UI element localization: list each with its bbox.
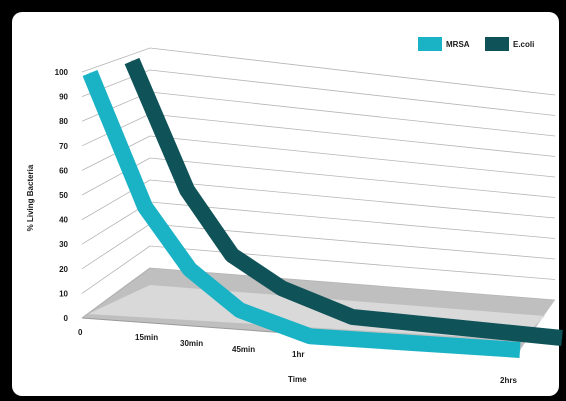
legend-swatch-mrsa (418, 37, 442, 51)
gridline-back (149, 267, 556, 301)
data-point-ecoli (351, 316, 353, 318)
gridline-back (149, 245, 556, 280)
y-tick-label: 20 (59, 265, 68, 274)
x-axis-title: Time (288, 375, 307, 384)
data-point-ecoli (281, 287, 283, 289)
gridline-side (81, 157, 151, 196)
gridline-back (149, 47, 556, 96)
series-line-mrsa (82, 69, 521, 358)
gridline-side (81, 267, 151, 319)
y-tick-label: 10 (59, 289, 68, 298)
y-tick-label: 80 (59, 117, 68, 126)
series-line-ecoli (124, 57, 563, 346)
y-tick-label: 60 (59, 166, 68, 175)
data-point-mrsa (144, 206, 146, 208)
y-tick-label: 90 (59, 93, 68, 102)
y-tick-layer: 0 10 20 30 40 50 60 70 80 90 100 (55, 68, 69, 323)
gridline-back (149, 201, 556, 239)
gridline-back (149, 113, 556, 157)
data-point-mrsa (89, 72, 91, 74)
gridline-back (149, 179, 556, 219)
data-point-mrsa (239, 309, 241, 311)
gridline-back (149, 69, 556, 116)
legend: MRSA E.coli (418, 37, 534, 51)
x-tick-label: 45min (232, 345, 255, 354)
data-point-ecoli (131, 60, 133, 62)
data-point-mrsa (309, 335, 311, 337)
data-point-ecoli (231, 254, 233, 256)
series-layer (82, 57, 563, 358)
gridline-back (149, 157, 556, 198)
y-tick-label: 40 (59, 216, 68, 225)
gridline-back (149, 135, 556, 178)
data-point-mrsa (189, 269, 191, 271)
gridline-side (81, 47, 151, 73)
x-tick-label: 1hr (292, 350, 304, 359)
y-tick-label: 100 (55, 68, 69, 77)
legend-swatch-ecoli (485, 37, 509, 51)
legend-label-ecoli: E.coli (513, 40, 534, 49)
y-tick-label: 70 (59, 142, 68, 151)
gridline-side (81, 223, 151, 270)
y-axis-title: % Living Bacteria (26, 164, 35, 231)
legend-label-mrsa: MRSA (446, 40, 470, 49)
data-point-mrsa (519, 349, 521, 351)
x-tick-label: 15min (135, 333, 158, 342)
x-tick-layer: 0 15min 30min 45min 1hr 2hrs (78, 328, 517, 385)
data-point-ecoli (186, 189, 188, 191)
x-tick-label: 2hrs (500, 376, 517, 385)
y-tick-label: 0 (64, 314, 69, 323)
y-tick-label: 30 (59, 240, 68, 249)
gridline-side (81, 245, 151, 294)
gridline-back (149, 91, 556, 137)
x-tick-label: 30min (180, 339, 203, 348)
y-tick-label: 50 (59, 191, 68, 200)
x-tick-label: 0 (78, 328, 83, 337)
data-point-ecoli (561, 337, 563, 339)
